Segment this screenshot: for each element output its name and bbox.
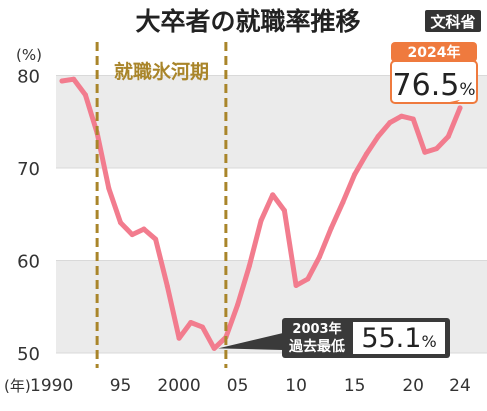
data-point: [59, 78, 65, 84]
data-point: [434, 146, 440, 152]
data-point: [387, 120, 393, 126]
low-value-box: [353, 322, 445, 354]
low-unit: %: [421, 332, 436, 351]
data-point: [375, 134, 381, 140]
latest-value: 76.5: [393, 68, 460, 103]
chart-title: 大卒者の就職率推移: [135, 7, 360, 36]
latest-pointer: [445, 99, 460, 103]
data-point: [410, 116, 416, 122]
x-axis-label: (年): [4, 377, 31, 395]
y-tick-label: 70: [17, 159, 40, 180]
y-tick-label: 60: [17, 252, 40, 273]
data-point: [199, 324, 205, 330]
data-point: [398, 113, 404, 119]
data-point: [270, 192, 276, 198]
low-label: 過去最低: [288, 338, 345, 355]
data-point: [328, 225, 334, 231]
x-tick-label: 15: [344, 376, 366, 396]
low-pointer: [218, 333, 283, 350]
data-point: [457, 105, 463, 111]
data-point: [422, 149, 428, 155]
data-point: [153, 236, 159, 242]
x-tick-label: 10: [285, 376, 307, 396]
band-label: 就職氷河期: [114, 60, 209, 83]
x-tick-label: 24: [449, 376, 471, 396]
x-tick-label: 05: [227, 376, 249, 396]
low-year-label: 2003年: [292, 321, 341, 337]
data-point: [129, 232, 135, 238]
data-point: [235, 302, 241, 308]
data-point: [293, 282, 299, 288]
source-badge: [425, 10, 481, 32]
data-point: [352, 171, 358, 177]
low-value: 55.1: [361, 323, 421, 354]
latest-value-box: [390, 60, 478, 104]
latest-unit: %: [459, 80, 475, 100]
data-point: [71, 76, 77, 82]
data-point: [445, 134, 451, 140]
data-point: [106, 185, 112, 191]
x-tick-label: 95: [110, 376, 132, 396]
x-tick-label: 1990: [30, 376, 73, 396]
data-point: [281, 208, 287, 214]
x-tick-label: 2000: [157, 376, 200, 396]
data-point: [317, 254, 323, 260]
y-tick-label: 50: [17, 344, 40, 365]
data-point: [258, 218, 264, 224]
data-point: [164, 283, 170, 289]
latest-year-label: 2024年: [408, 44, 461, 61]
data-point: [188, 319, 194, 325]
y-tick-label: 80: [17, 67, 40, 88]
data-point: [82, 92, 88, 98]
data-point: [118, 220, 124, 226]
data-point: [211, 345, 217, 351]
x-tick-label: 20: [402, 376, 424, 396]
low-value-text: 55.1%: [361, 323, 436, 354]
y-axis-label: (%): [16, 46, 42, 64]
data-point: [141, 226, 147, 232]
data-point: [305, 276, 311, 282]
data-point: [363, 151, 369, 157]
data-point: [176, 335, 182, 341]
data-point: [246, 263, 252, 269]
latest-year-badge: [391, 42, 477, 62]
source-label: 文科省: [430, 13, 475, 31]
data-point: [340, 199, 346, 205]
latest-value-text: 76.5%: [393, 68, 476, 103]
